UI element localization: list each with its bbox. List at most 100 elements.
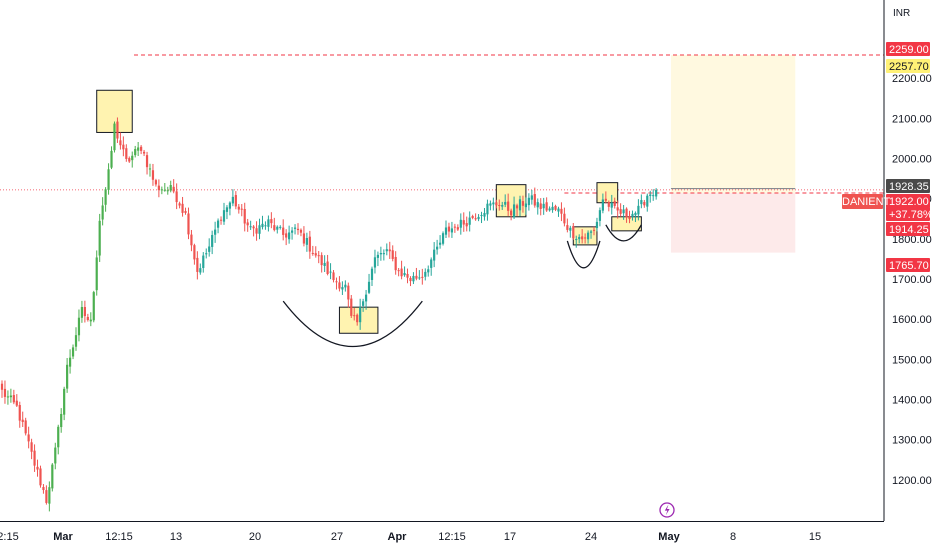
pattern-arc: [282, 300, 423, 347]
candle: [134, 145, 137, 158]
candle: [415, 267, 418, 281]
candle: [225, 205, 229, 220]
candle: [243, 202, 246, 232]
candle: [125, 144, 128, 162]
price-tags: 2259.00 2257.70 1928.35 1922.00+37.78% 1914.…: [886, 42, 932, 272]
candle: [66, 357, 69, 393]
price-tag: 1765.70: [886, 258, 930, 272]
candle: [400, 260, 403, 280]
candle: [655, 188, 658, 200]
candle: [613, 197, 616, 209]
candle: [119, 132, 122, 150]
candle: [258, 218, 261, 240]
candle: [95, 250, 98, 296]
svg-text:+37.78%: +37.78%: [889, 209, 932, 221]
candle: [391, 245, 394, 262]
x-tick-label: 12:15: [105, 531, 133, 543]
candle: [205, 248, 208, 259]
x-tick-label: 27: [331, 531, 343, 543]
candle: [216, 218, 220, 234]
candle: [6, 390, 10, 405]
candle: [646, 193, 649, 212]
price-tag: +37.78%: [886, 207, 932, 221]
candle: [142, 149, 146, 157]
candle: [385, 243, 388, 256]
candle: [27, 426, 30, 449]
candle: [299, 228, 303, 237]
candle: [480, 211, 483, 224]
x-tick-label: 13: [170, 531, 182, 543]
candle: [471, 214, 474, 220]
price-tag: 2259.00: [886, 42, 930, 56]
candle: [536, 198, 539, 215]
candle: [418, 270, 421, 280]
lightning-icon[interactable]: [659, 502, 675, 518]
symbol-tag[interactable]: ADANIENT: [835, 194, 891, 209]
y-axis-ticks: 1200.00 1300.00 1400.00 1500.00 1600.00 1700.…: [892, 73, 932, 487]
candle: [68, 349, 72, 374]
candle: [616, 200, 619, 219]
candle: [625, 207, 628, 223]
candle: [296, 223, 300, 235]
candle: [39, 465, 42, 488]
candle: [196, 251, 199, 280]
candle: [619, 203, 622, 217]
candle: [63, 386, 66, 421]
svg-text:1922.00: 1922.00: [889, 196, 929, 208]
candle: [412, 272, 415, 285]
price-tag: 1922.00: [886, 194, 930, 208]
candle: [424, 268, 427, 281]
highlight-box[interactable]: [596, 182, 619, 204]
candle: [211, 230, 214, 255]
candle: [276, 225, 279, 234]
candle: [637, 199, 640, 221]
highlight-box[interactable]: [338, 306, 379, 334]
candle: [163, 182, 166, 192]
pattern-arc: [566, 240, 601, 269]
candle: [57, 424, 60, 455]
candle: [486, 199, 489, 221]
x-tick-label: Apr: [388, 531, 408, 543]
candle: [98, 213, 101, 262]
candle: [3, 380, 7, 404]
candle: [598, 207, 602, 227]
candle: [557, 206, 560, 217]
candle: [601, 193, 604, 214]
candle: [160, 186, 163, 195]
candle: [60, 408, 63, 433]
candle: [338, 276, 341, 292]
candle: [510, 208, 513, 221]
candle: [101, 197, 104, 226]
x-axis-ticks: 2:15 Mar 12:15 13 20 27 Apr 12:15 17 24 May 8 15: [0, 531, 821, 543]
candle: [551, 202, 554, 213]
candle: [311, 245, 314, 256]
candlestick-series[interactable]: [0, 117, 658, 512]
candle: [595, 217, 599, 232]
x-tick-label: 2:15: [0, 531, 19, 543]
candle: [501, 201, 504, 210]
candle: [566, 218, 569, 233]
candle: [527, 193, 530, 211]
candle: [92, 290, 95, 323]
y-tick-label: 1800.00: [892, 234, 932, 246]
loss-zone: [670, 192, 796, 253]
candle: [214, 221, 217, 243]
candle: [267, 215, 270, 232]
candle: [341, 281, 344, 295]
candle: [290, 227, 294, 240]
y-tick-label: 2200.00: [892, 73, 932, 85]
candle: [33, 444, 36, 472]
candle: [110, 146, 113, 170]
candle: [145, 151, 149, 175]
candle: [273, 217, 276, 232]
candle: [483, 207, 486, 221]
svg-text:2257.70: 2257.70: [889, 61, 929, 73]
candle: [581, 229, 584, 244]
candle: [462, 212, 465, 232]
candle: [450, 221, 454, 238]
candle: [169, 180, 172, 193]
candle: [628, 210, 631, 224]
candle: [575, 235, 578, 248]
x-tick-label: 15: [809, 531, 821, 543]
